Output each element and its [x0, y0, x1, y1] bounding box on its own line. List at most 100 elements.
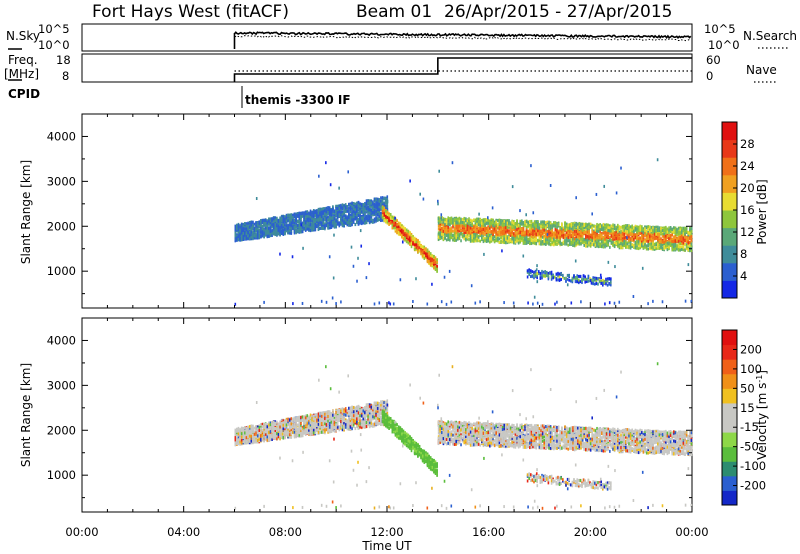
power-cell	[346, 204, 349, 208]
power-cell	[367, 207, 369, 211]
power-cell	[256, 223, 259, 227]
power-cell	[444, 222, 446, 226]
power-cell	[320, 207, 323, 211]
power-cell	[433, 259, 435, 263]
power-cell	[577, 229, 579, 233]
power-cell	[378, 215, 381, 219]
power-cell	[383, 197, 385, 201]
power-cell	[290, 218, 293, 222]
power-cell	[469, 236, 472, 240]
power-cell	[460, 220, 462, 224]
nsky-line	[233, 31, 692, 49]
power-cell	[436, 266, 438, 270]
power-cell	[258, 228, 261, 232]
power-cell	[322, 226, 325, 230]
power-cell	[276, 233, 278, 237]
power-cell	[476, 234, 478, 238]
power-cell	[460, 232, 462, 236]
power-cell	[401, 228, 403, 232]
power-cell	[477, 220, 480, 224]
power-cell	[272, 226, 275, 230]
power-cell	[548, 225, 550, 229]
power-cell	[271, 229, 273, 233]
power-cell	[375, 198, 377, 202]
power-cell	[292, 213, 294, 217]
power-cell	[423, 250, 426, 254]
power-cell	[591, 226, 594, 230]
power-cell	[581, 237, 584, 241]
power-cell	[391, 223, 394, 227]
power-cell	[311, 215, 313, 219]
power-cell	[517, 223, 520, 227]
power-cell	[487, 230, 490, 234]
power-cell	[567, 243, 570, 247]
power-cell	[540, 234, 542, 238]
power-cell	[516, 234, 518, 238]
power-cell	[423, 254, 426, 258]
power-cell	[522, 222, 525, 226]
power-cell	[567, 228, 570, 232]
power-cell	[517, 241, 520, 245]
power-cell	[376, 213, 379, 217]
power-cell	[293, 231, 296, 235]
power-cell	[569, 229, 571, 233]
power-cell	[557, 239, 560, 243]
power-cell	[433, 255, 435, 259]
power-cell	[575, 238, 578, 242]
power-cell	[511, 220, 514, 224]
freq-line	[233, 57, 692, 82]
power-cell	[521, 228, 523, 232]
power-cell	[397, 232, 400, 236]
power-cell	[338, 221, 341, 225]
power-cell	[319, 216, 321, 220]
power-cell	[453, 226, 456, 230]
power-cell	[505, 226, 507, 230]
power-cell	[237, 223, 240, 227]
power-cell	[410, 241, 413, 245]
power-cell	[506, 219, 509, 223]
power-cell	[437, 217, 440, 221]
power-cell	[460, 239, 462, 243]
power-cell	[513, 241, 515, 245]
power-cell	[540, 242, 542, 246]
power-cell	[303, 217, 305, 221]
power-cell	[465, 228, 467, 232]
power-cell	[490, 231, 493, 235]
power-cell	[333, 225, 336, 229]
power-cell	[516, 222, 518, 226]
power-cell	[282, 215, 285, 219]
power-cell	[508, 229, 510, 233]
power-cell	[248, 232, 251, 236]
power-cell	[280, 230, 283, 234]
power-cell	[476, 239, 478, 243]
power-cell	[562, 233, 565, 237]
power-cell	[492, 237, 494, 241]
power-cell	[501, 221, 504, 225]
power-cell	[401, 235, 403, 239]
power-cell	[260, 230, 262, 234]
power-cells	[234, 158, 693, 306]
power-cell	[482, 223, 485, 227]
power-cell	[466, 222, 469, 226]
power-cell	[543, 220, 546, 224]
power-cell	[559, 240, 562, 244]
power-cell	[441, 227, 443, 231]
power-cell	[575, 227, 578, 231]
power-cell	[457, 218, 459, 222]
power-cell	[352, 219, 355, 223]
power-cell	[312, 215, 315, 219]
power-cell	[588, 234, 590, 238]
power-cell	[573, 229, 576, 233]
power-cell	[545, 222, 547, 226]
power-cell	[301, 223, 304, 227]
power-cell	[529, 223, 531, 227]
power-cell	[263, 223, 265, 227]
power-cell	[585, 239, 587, 243]
power-cell	[268, 231, 270, 235]
power-cell	[368, 205, 371, 209]
power-cell	[341, 214, 344, 218]
power-cell	[485, 218, 488, 222]
power-cell	[506, 221, 509, 225]
power-cell	[352, 217, 355, 221]
power-cell	[588, 227, 590, 231]
